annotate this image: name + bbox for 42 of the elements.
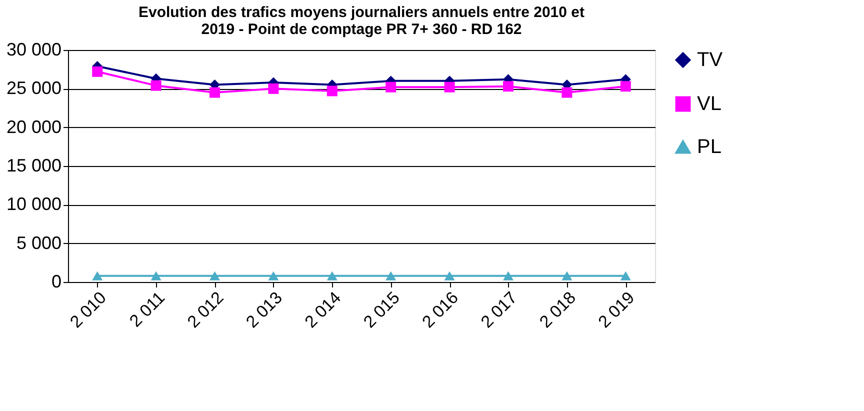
point [620,271,631,280]
legend-label: TV [697,49,724,71]
x-tick-label: 2 019 [594,288,638,332]
point [503,81,514,92]
x-tick-label: 2 013 [242,288,286,332]
point [268,271,279,280]
point [386,271,396,280]
point [326,86,338,96]
point [444,271,455,280]
point [268,83,279,94]
point [210,271,220,280]
y-tick-label: 30 000 [6,40,62,60]
point [92,271,103,280]
legend-label: VL [697,93,722,115]
point [562,271,572,280]
point [562,87,572,98]
x-tick-label: 2 012 [184,288,228,332]
point [150,80,162,91]
y-tick-label: 10 000 [6,194,62,214]
point [386,82,396,92]
point [620,81,631,92]
x-tick-label: 2 011 [126,288,169,331]
text: 2019 - Point de comptage PR 7+ 360 - RD 162 [201,21,522,38]
y-tick-label: 5 000 [16,232,62,253]
x-tick-label: 2 014 [301,288,345,332]
y-tick-label: 20 000 [6,116,62,137]
y-tick-label: 0 [51,272,62,292]
point [326,271,338,280]
point [150,271,162,280]
y-tick-label: 25 000 [6,78,62,98]
text: Evolution des trafics moyens journaliers annuels entre 2010 et [138,4,584,21]
x-tick-label: 2 010 [66,288,110,332]
point [92,66,103,77]
x-tick-label: 2 018 [536,288,580,332]
x-tick-label: 2 015 [360,288,404,332]
legend-label: PL [697,136,722,158]
x-tick-label: 2 017 [477,288,521,332]
point [210,87,220,98]
point [444,82,455,92]
y-tick-label: 15 000 [6,156,62,176]
x-tick-label: 2 016 [418,288,462,332]
point [503,271,514,280]
